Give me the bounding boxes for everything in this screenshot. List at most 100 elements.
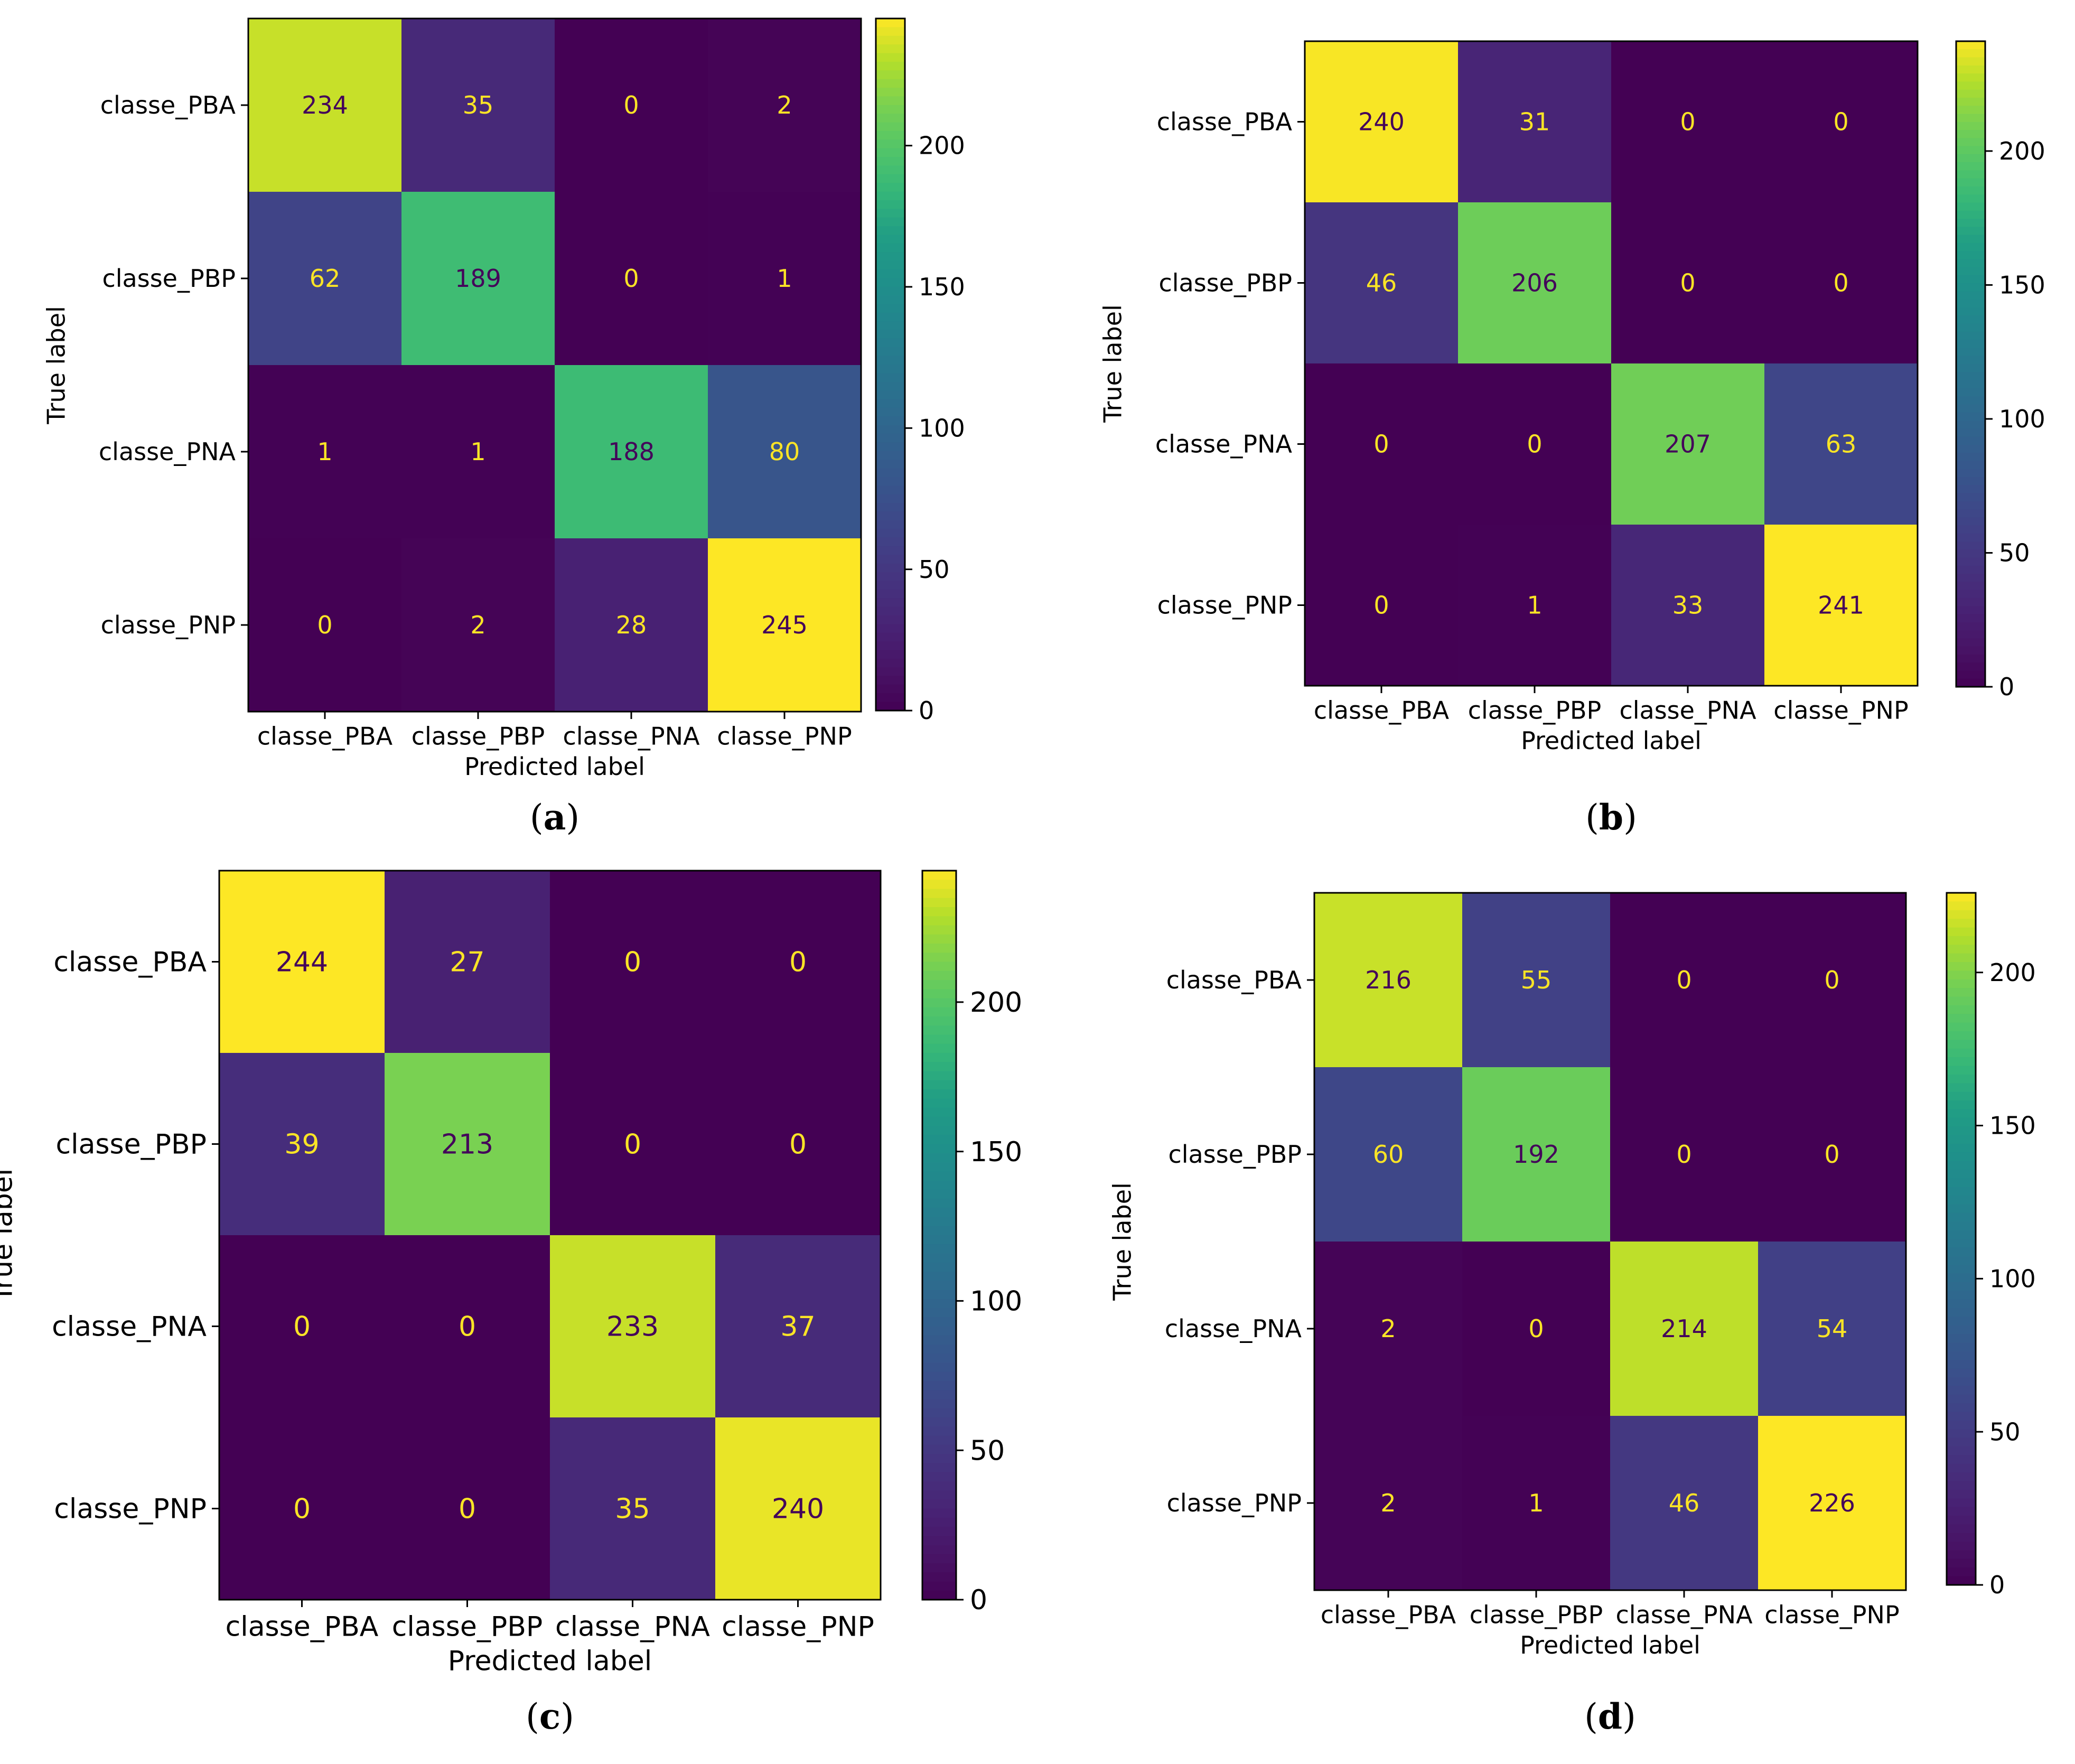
x-tick-label: classe_PNA <box>1619 696 1756 724</box>
colorbar-tick-label: 150 <box>1999 271 2045 300</box>
paren-close: ) <box>1623 797 1637 838</box>
heatmap-cell <box>1314 893 1463 1068</box>
colorbar-tick-label: 50 <box>970 1435 1005 1467</box>
heatmap-cell <box>248 192 402 366</box>
heatmap-cell <box>555 365 708 539</box>
x-tick-label: classe_PNA <box>563 722 700 750</box>
colorbar-segment <box>876 148 905 157</box>
colorbar-segment <box>922 1144 956 1154</box>
colorbar-segment <box>922 1490 956 1500</box>
colorbar-segment <box>1947 1463 1976 1473</box>
colorbar-segment <box>1956 340 1985 349</box>
colorbar-segment <box>876 338 905 348</box>
cell-value-label: 189 <box>455 264 501 293</box>
heatmap-cell <box>1758 1067 1906 1242</box>
colorbar-segment <box>922 880 956 890</box>
colorbar-segment <box>922 1563 956 1573</box>
colorbar-segment <box>1956 670 1985 679</box>
colorbar-segment <box>876 304 905 313</box>
colorbar-segment <box>876 356 905 365</box>
heatmap-cell <box>1610 1416 1759 1591</box>
cell-value-label: 2 <box>777 91 792 119</box>
colorbar-segment <box>876 105 905 115</box>
colorbar-segment <box>1956 678 1985 687</box>
cell-value-label: 213 <box>441 1129 493 1161</box>
y-axis-label: True label <box>42 306 71 425</box>
colorbar-segment <box>876 468 905 478</box>
heatmap-cell <box>1305 202 1459 364</box>
colorbar-segment <box>922 1572 956 1582</box>
colorbar-segment <box>876 563 905 573</box>
colorbar-segment <box>1956 57 1985 66</box>
colorbar-segment <box>876 702 905 711</box>
colorbar-segment <box>1947 1247 1976 1257</box>
colorbar-segment <box>876 44 905 54</box>
panel-label: a <box>544 797 566 838</box>
cell-value-label: 0 <box>623 91 639 119</box>
colorbar-segment <box>922 907 956 917</box>
colorbar-segment <box>1947 1446 1976 1456</box>
panel-label: b <box>1599 797 1623 838</box>
colorbar-segment <box>1947 1152 1976 1162</box>
colorbar-tick-label: 200 <box>970 987 1022 1019</box>
colorbar-segment <box>876 520 905 530</box>
colorbar-segment <box>1956 210 1985 220</box>
colorbar-segment <box>876 27 905 36</box>
colorbar-segment <box>876 511 905 521</box>
colorbar-segment <box>922 1435 956 1445</box>
colorbar-segment <box>922 1463 956 1473</box>
colorbar-segment <box>1956 372 1985 381</box>
colorbar-segment <box>922 980 956 990</box>
colorbar-segment <box>876 295 905 305</box>
colorbar-segment <box>922 1299 956 1309</box>
heatmap-cell <box>708 365 862 539</box>
cell-value-label: 1 <box>470 437 485 466</box>
y-tick-label: classe_PBA <box>53 947 207 978</box>
colorbar-segment <box>876 18 905 28</box>
cell-value-label: 0 <box>1527 430 1542 459</box>
colorbar-segment <box>1956 662 1985 671</box>
colorbar-segment <box>922 1508 956 1518</box>
colorbar-segment <box>1947 1377 1976 1387</box>
colorbar-segment <box>922 1217 956 1227</box>
colorbar-segment <box>922 1007 956 1017</box>
heatmap-cell <box>1611 202 1765 364</box>
colorbar-segment <box>1947 1117 1976 1127</box>
colorbar-segment <box>922 1536 956 1546</box>
heatmap-cell <box>715 1417 881 1600</box>
x-tick-label: classe_PBP <box>392 1611 543 1643</box>
heatmap-cell <box>1764 202 1918 364</box>
cell-value-label: 0 <box>459 1311 476 1343</box>
colorbar-segment <box>1956 194 1985 203</box>
heatmap-cell <box>248 538 402 712</box>
colorbar-segment <box>1947 1282 1976 1292</box>
colorbar-segment <box>1956 542 1985 550</box>
colorbar-segment <box>1947 1230 1976 1239</box>
colorbar-segment <box>1956 493 1985 502</box>
cell-value-label: 0 <box>293 1494 311 1525</box>
x-tick-label: classe_PBP <box>1470 1600 1603 1629</box>
colorbar-segment <box>1956 186 1985 195</box>
x-tick-label: classe_PNP <box>1764 1600 1899 1629</box>
colorbar-segment <box>1956 404 1985 413</box>
colorbar: 0 50 100 150 200 <box>875 17 965 725</box>
cell-value-label: 233 <box>606 1311 659 1343</box>
colorbar-segment <box>1956 81 1985 90</box>
colorbar-segment <box>1947 1048 1976 1058</box>
colorbar-segment <box>876 35 905 45</box>
colorbar-segment <box>1956 509 1985 518</box>
colorbar-segment <box>1947 1498 1976 1508</box>
colorbar-segment <box>1947 1100 1976 1110</box>
colorbar-segment <box>1947 1507 1976 1516</box>
colorbar-segment <box>922 1417 956 1427</box>
colorbar-segment <box>876 330 905 339</box>
colorbar-segment <box>922 1326 956 1336</box>
colorbar-segment <box>1956 549 1985 558</box>
heatmap-cell <box>1764 41 1918 203</box>
colorbar-tick-label: 200 <box>919 132 965 160</box>
colorbar-segment <box>876 260 905 270</box>
cell-value-label: 54 <box>1817 1314 1848 1343</box>
